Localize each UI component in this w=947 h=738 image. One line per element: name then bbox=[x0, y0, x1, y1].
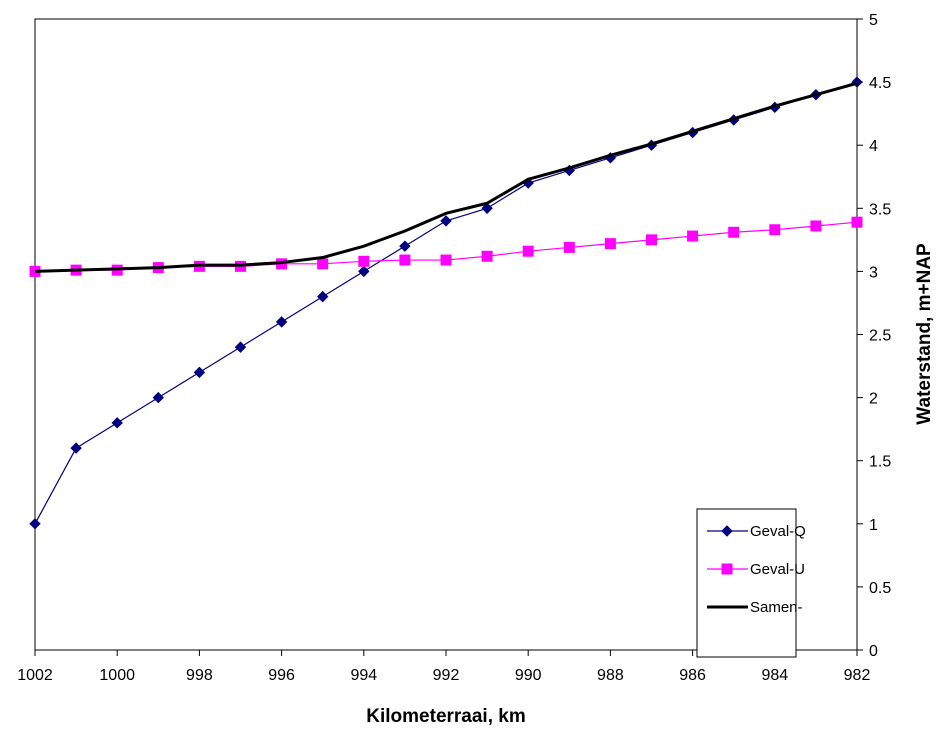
x-tick-label: 994 bbox=[350, 667, 377, 684]
x-tick-label: 998 bbox=[186, 667, 213, 684]
y-tick-label: 2 bbox=[869, 391, 878, 408]
data-point bbox=[481, 250, 493, 262]
data-point bbox=[481, 202, 493, 215]
data-point bbox=[851, 216, 863, 228]
x-tick-label: 984 bbox=[761, 667, 788, 684]
data-point bbox=[522, 245, 534, 257]
series-samen bbox=[34, 81, 858, 273]
y-tick-label: 2.5 bbox=[869, 328, 891, 345]
x-tick-label: 996 bbox=[268, 667, 295, 684]
y-tick-label: 5 bbox=[869, 12, 878, 29]
y-tick-label: 1 bbox=[869, 517, 878, 534]
y-tick-label: 3.5 bbox=[869, 201, 891, 218]
x-tick-label: 986 bbox=[679, 667, 706, 684]
y-tick-label: 0 bbox=[869, 643, 878, 660]
data-point bbox=[316, 290, 329, 303]
legend-marker bbox=[721, 525, 733, 537]
data-point bbox=[604, 238, 616, 250]
data-point bbox=[70, 442, 82, 454]
x-axis: 1002 1000 998 996 994 992 990 988 986 984 982 bbox=[17, 650, 870, 684]
legend-label: Geval-Q bbox=[750, 523, 806, 540]
legend-item: Samen- bbox=[707, 599, 803, 616]
x-tick-label: 992 bbox=[433, 667, 460, 684]
y-tick-label: 4.5 bbox=[869, 75, 891, 92]
data-point bbox=[358, 265, 370, 278]
x-axis-title: Kilometerraai, km bbox=[366, 706, 525, 727]
legend-marker bbox=[721, 563, 733, 575]
data-point bbox=[275, 316, 288, 328]
x-tick-label: 988 bbox=[597, 667, 624, 684]
data-point bbox=[358, 255, 370, 267]
data-point bbox=[111, 417, 123, 429]
data-point bbox=[399, 240, 411, 252]
y-axis: 0 0.5 1 1.5 2 2.5 3 3.5 4 4.5 5 bbox=[857, 12, 891, 660]
legend-box bbox=[696, 508, 797, 658]
x-tick-label: 1000 bbox=[99, 667, 135, 684]
x-tick-label: 1002 bbox=[17, 667, 53, 684]
data-point bbox=[193, 366, 206, 379]
x-tick-label: 982 bbox=[844, 667, 871, 684]
y-tick-label: 0.5 bbox=[869, 580, 891, 597]
data-point bbox=[234, 341, 247, 353]
legend-item: Geval-Q bbox=[707, 523, 806, 540]
y-tick-label: 3 bbox=[869, 264, 878, 281]
y-axis-title: Waterstand, m+NAP bbox=[914, 243, 935, 425]
data-point bbox=[563, 241, 575, 253]
data-point bbox=[317, 258, 329, 270]
data-point bbox=[440, 215, 452, 227]
data-point bbox=[440, 254, 452, 266]
data-point bbox=[769, 224, 781, 236]
data-point bbox=[29, 518, 41, 530]
data-point bbox=[152, 391, 165, 404]
series-line bbox=[34, 81, 858, 273]
data-point bbox=[728, 226, 740, 238]
y-tick-label: 4 bbox=[869, 138, 878, 155]
data-point bbox=[810, 220, 822, 232]
x-tick-label: 990 bbox=[515, 667, 542, 684]
legend-item: Geval-U bbox=[707, 561, 805, 578]
data-point bbox=[687, 230, 699, 242]
series-layer bbox=[29, 76, 863, 530]
y-tick-label: 1.5 bbox=[869, 454, 891, 471]
data-point bbox=[399, 254, 411, 266]
legend-label: Samen- bbox=[750, 599, 803, 616]
legend-label: Geval-U bbox=[750, 561, 805, 578]
legend: Geval-Q Geval-U Samen- bbox=[696, 508, 806, 658]
data-point bbox=[646, 234, 657, 246]
